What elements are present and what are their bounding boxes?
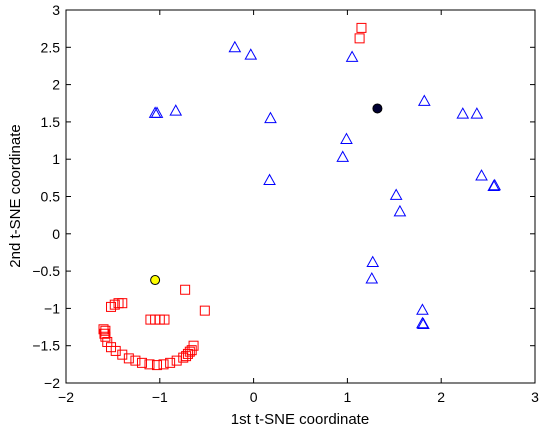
triangle-marker (345, 50, 359, 62)
square-marker (188, 340, 199, 351)
square-marker (151, 360, 162, 371)
y-tick-label: −1 (44, 300, 60, 316)
square-marker (117, 349, 128, 360)
y-axis-ticks: −2 −1.5 −1 −0.5 0 0.5 1 1.5 2 2.5 3 (32, 2, 535, 391)
triangle-marker (488, 178, 502, 191)
highlighted-point (150, 275, 161, 286)
square-marker (180, 284, 191, 295)
y-tick-label: −0.5 (32, 263, 60, 279)
y-tick-label: 1 (52, 151, 60, 167)
y-tick-label: 2.5 (41, 39, 61, 55)
square-marker (158, 359, 169, 370)
square-marker (99, 328, 110, 339)
square-marker (102, 336, 113, 347)
triangle-marker (456, 107, 470, 119)
square-marker (109, 299, 120, 310)
triangle-marker (264, 111, 277, 124)
square-marker (100, 325, 111, 336)
y-tick-label: −1.5 (32, 338, 60, 354)
plot-area (65, 9, 536, 384)
triangle-marker (417, 317, 430, 329)
square-marker (136, 357, 147, 368)
square-marker (144, 359, 155, 370)
square-marker (110, 345, 121, 356)
x-tick-label: 0 (250, 389, 258, 405)
x-tick-label: 3 (531, 389, 539, 405)
y-axis-label: 2nd t-SNE coordinate (7, 124, 24, 267)
y-tick-label: 2 (52, 77, 60, 93)
square-marker (159, 314, 170, 325)
y-tick-label: 0 (52, 226, 60, 242)
x-tick-label: −2 (58, 389, 74, 405)
triangle-marker (475, 169, 488, 181)
triangle-marker (244, 48, 258, 60)
triangle-marker (263, 173, 276, 185)
square-marker (354, 33, 365, 44)
square-marker (123, 353, 134, 364)
y-tick-label: 3 (52, 2, 60, 18)
triangle-marker (228, 40, 242, 53)
triangle-marker (389, 188, 403, 200)
square-marker (106, 301, 117, 312)
x-tick-label: −1 (152, 389, 168, 405)
y-tick-label: 1.5 (41, 114, 61, 130)
triangle-marker (470, 107, 484, 119)
square-marker (181, 351, 192, 362)
square-marker (356, 22, 367, 33)
square-marker (100, 331, 111, 342)
highlighted-point (372, 103, 383, 114)
x-axis-ticks: −2 −1 0 1 2 3 (58, 10, 539, 405)
triangle-marker (366, 255, 380, 268)
square-marker (199, 305, 210, 316)
x-axis-label: 1st t-SNE coordinate (231, 411, 369, 428)
y-tick-label: −2 (44, 375, 60, 391)
triangle-marker (340, 132, 353, 144)
y-tick-label: 0.5 (41, 189, 61, 205)
square-marker (165, 357, 176, 368)
triangle-marker (150, 106, 164, 118)
triangle-marker (393, 204, 407, 217)
data-markers (98, 22, 502, 371)
x-tick-label: 2 (437, 389, 445, 405)
triangle-marker (336, 150, 350, 162)
square-marker (117, 298, 128, 309)
triangle-marker (417, 94, 431, 106)
triangle-marker (365, 272, 379, 284)
triangle-marker (169, 104, 183, 116)
square-marker (130, 355, 141, 366)
triangle-marker (416, 303, 429, 315)
square-marker (182, 348, 193, 359)
x-tick-label: 1 (344, 389, 352, 405)
